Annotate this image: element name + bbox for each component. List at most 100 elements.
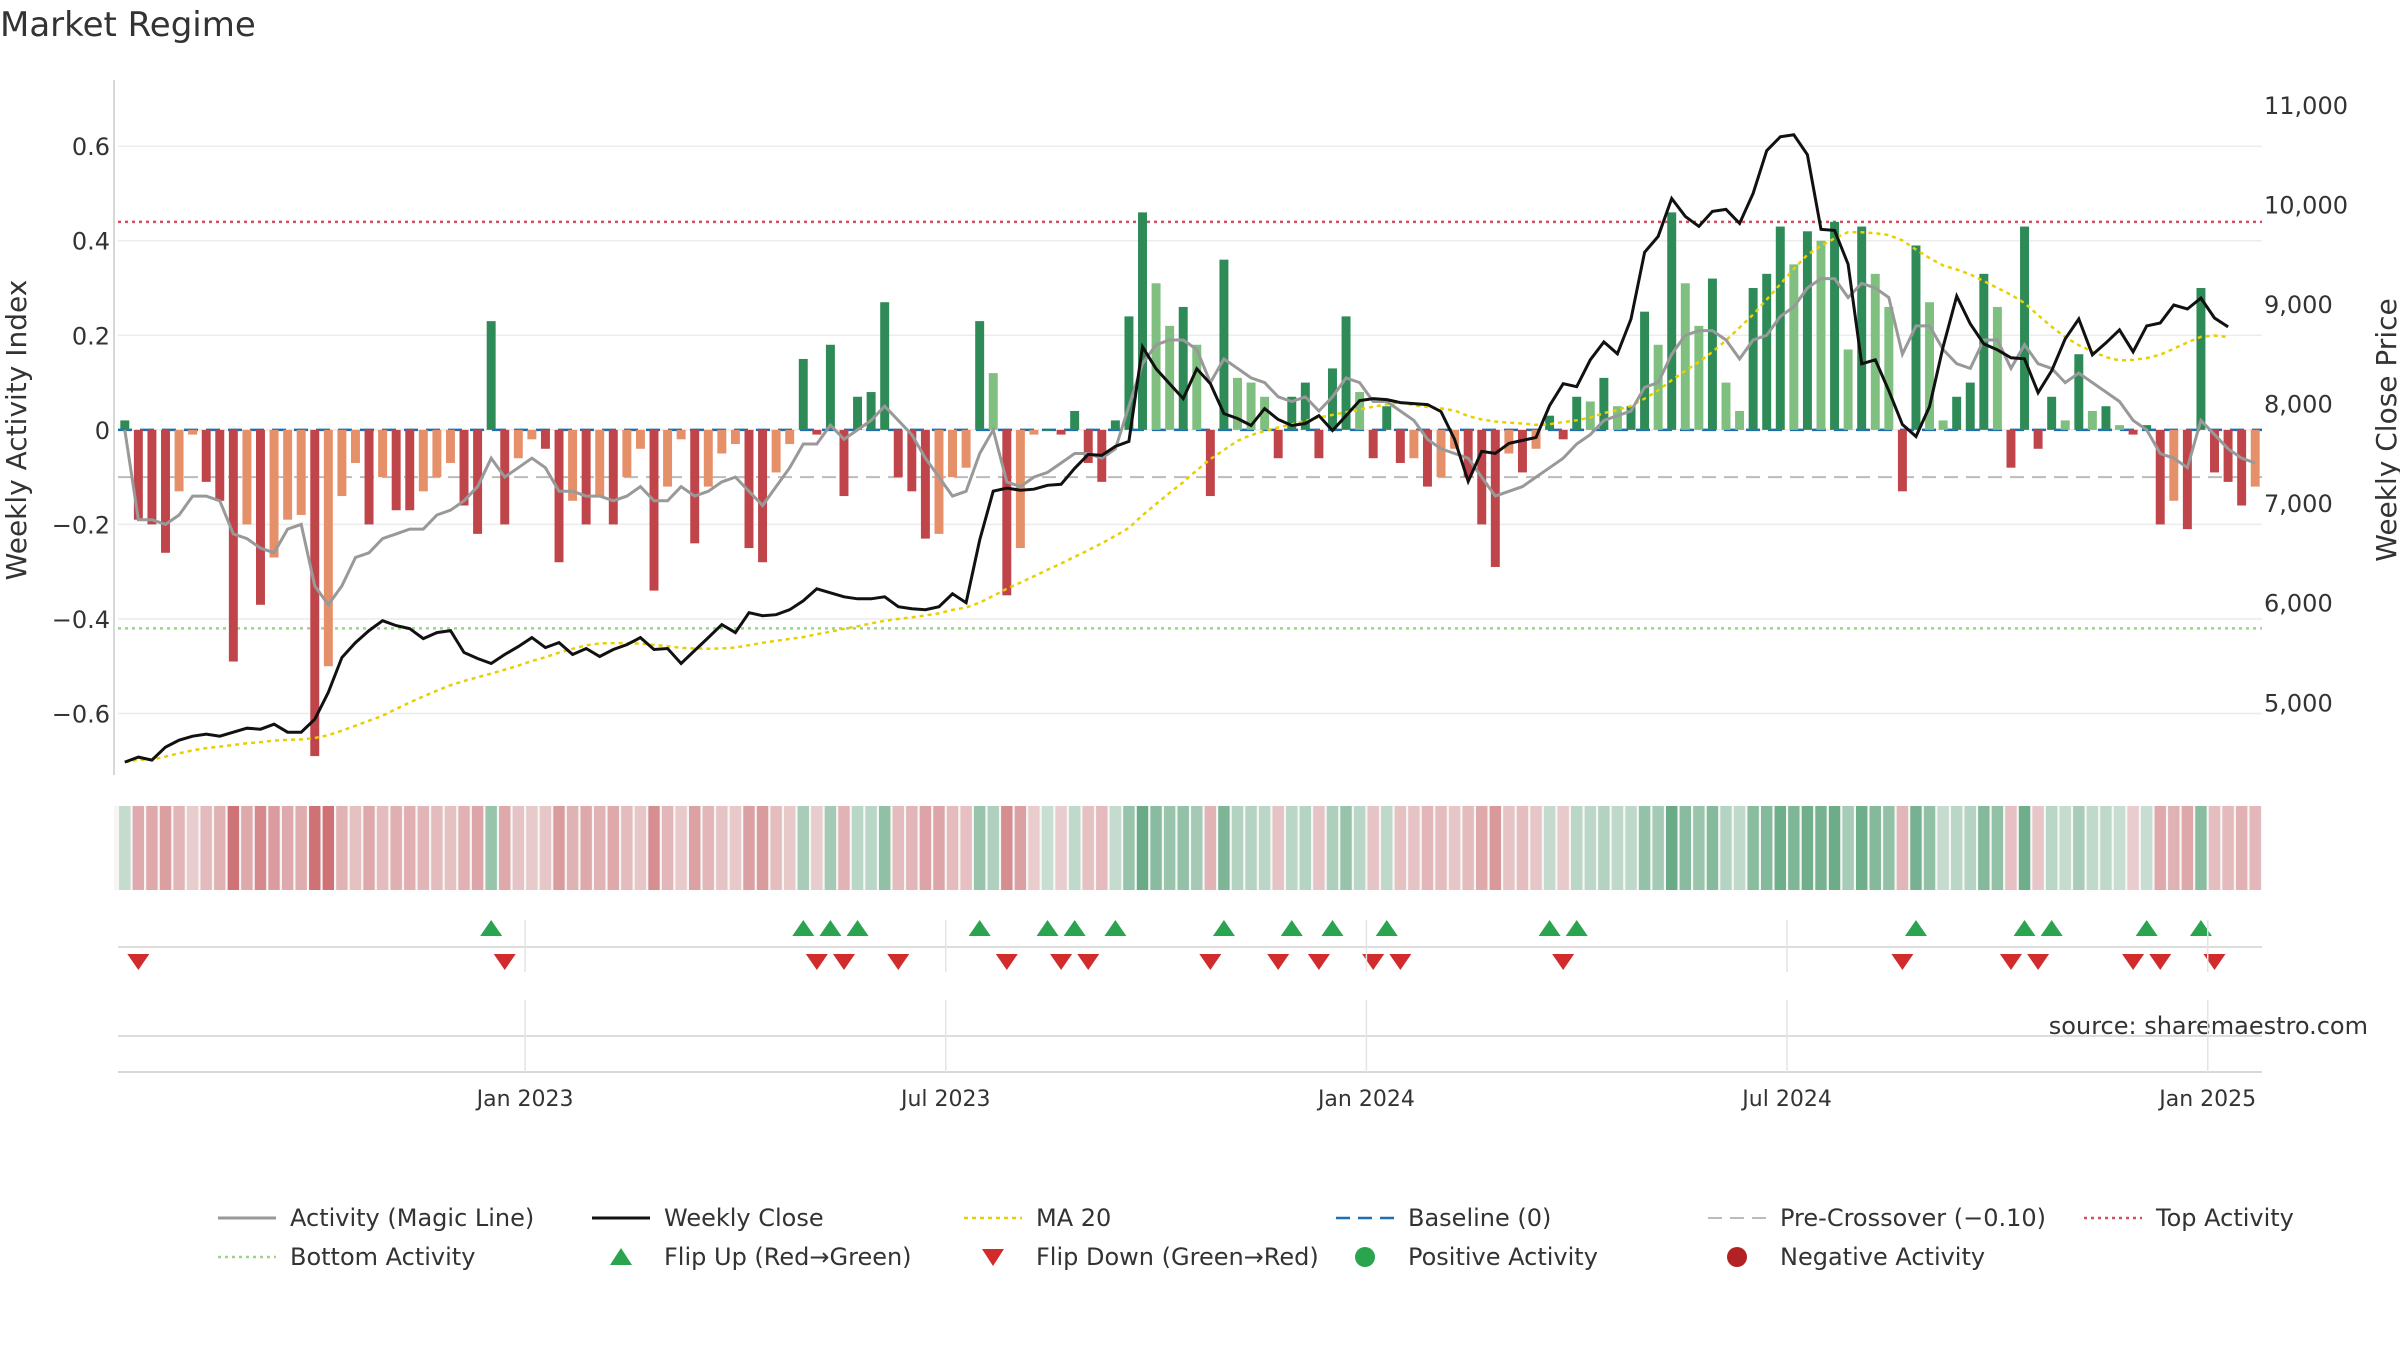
- strip-cell: [1693, 806, 1705, 890]
- strip-cell: [1720, 806, 1732, 890]
- strip-cell: [2195, 806, 2207, 890]
- strip-cell: [526, 806, 538, 890]
- flip-up-marker: [2013, 920, 2036, 936]
- activity-bar: [228, 429, 238, 662]
- strip-cell: [675, 806, 687, 890]
- activity-bar: [839, 429, 849, 497]
- activity-bar: [988, 373, 998, 430]
- activity-bar: [1952, 396, 1962, 430]
- strip-cell: [770, 806, 782, 890]
- strip-cell: [363, 806, 375, 890]
- strip-cell: [2032, 806, 2044, 890]
- strip-cell: [2127, 806, 2139, 890]
- strip-cell: [892, 806, 904, 890]
- legend-item-pre: Pre-Crossover (−0.10): [1708, 1204, 2046, 1232]
- flip-up-marker: [968, 920, 991, 936]
- activity-bar: [1490, 429, 1500, 567]
- flip-up-marker: [792, 920, 815, 936]
- flip-down-marker: [805, 954, 828, 970]
- activity-bar: [1205, 429, 1215, 497]
- strip-cell: [431, 806, 443, 890]
- activity-bar: [364, 429, 374, 525]
- strip-cell: [1584, 806, 1597, 890]
- strip-cell: [1299, 806, 1312, 890]
- strip-cell: [1421, 806, 1434, 890]
- y2-tick-label: 11,000: [2264, 92, 2348, 120]
- flip-up-marker: [1904, 920, 1927, 936]
- activity-bar: [934, 429, 944, 534]
- activity-bar: [405, 429, 415, 511]
- activity-bar: [2155, 429, 2165, 525]
- strip-cell: [2140, 806, 2153, 890]
- strip-cell: [566, 806, 579, 890]
- strip-cell: [1123, 806, 1135, 890]
- x-tick-label: Jul 2024: [1740, 1087, 1832, 1112]
- strip-cell: [960, 806, 972, 890]
- x-tick-label: Jan 2025: [2157, 1087, 2256, 1112]
- flip-down-marker: [887, 954, 910, 970]
- strip-cell: [2208, 806, 2221, 890]
- activity-bar: [513, 429, 523, 459]
- x-tick-label: Jul 2023: [899, 1087, 991, 1112]
- legend-item-bottom: Bottom Activity: [218, 1243, 475, 1271]
- activity-bar: [1870, 273, 1880, 430]
- strip-cell: [906, 806, 918, 890]
- strip-cell: [281, 806, 294, 890]
- flip-down-marker: [1362, 954, 1385, 970]
- strip-cell: [336, 806, 348, 890]
- activity-bar: [1830, 221, 1840, 430]
- strip-cell: [1068, 806, 1081, 890]
- legend: Activity (Magic Line) Weekly Close MA 20 Ba…: [218, 1204, 2294, 1271]
- strip-cell: [1815, 806, 1827, 890]
- activity-bar: [1314, 429, 1324, 459]
- activity-bar: [310, 429, 320, 757]
- x-tick-label: Jan 2024: [1316, 1087, 1415, 1112]
- x-tick-label: Jan 2023: [475, 1087, 574, 1112]
- activity-bar: [608, 429, 618, 525]
- flip-up-marker: [2040, 920, 2063, 936]
- strip-cell: [607, 806, 619, 890]
- legend-item-pos: Positive Activity: [1355, 1243, 1598, 1271]
- activity-bar: [1667, 212, 1677, 430]
- strip-cell: [159, 806, 172, 890]
- flip-up-marker: [846, 920, 869, 936]
- activity-bar: [1300, 382, 1310, 430]
- flip-up-marker: [1375, 920, 1398, 936]
- activity-bar: [2006, 429, 2016, 468]
- activity-bar: [1110, 420, 1120, 430]
- strip-cell: [1666, 806, 1678, 890]
- flip-markers: [118, 920, 2262, 970]
- strip-cell: [756, 806, 769, 890]
- strip-cell: [553, 806, 565, 890]
- strip-cell: [1937, 806, 1949, 890]
- strip-cell: [295, 806, 307, 890]
- strip-cell: [2018, 806, 2031, 890]
- strip-cell: [2059, 806, 2071, 890]
- activity-bar: [2115, 425, 2124, 430]
- strip-cell: [2249, 806, 2261, 890]
- activity-bar: [1789, 264, 1799, 430]
- flip-up-marker: [819, 920, 842, 936]
- flip-up-marker: [1063, 920, 1086, 936]
- activity-bar: [1219, 259, 1229, 430]
- activity-bar: [391, 429, 401, 511]
- activity-bar: [1368, 429, 1378, 459]
- strip-cell: [1435, 806, 1447, 890]
- strip-cell: [1950, 806, 1963, 890]
- strip-cell: [1991, 806, 2004, 890]
- legend-item-magic: Activity (Magic Line): [218, 1204, 534, 1232]
- strip-cell: [1910, 806, 1922, 890]
- strip-cell: [1896, 806, 1909, 890]
- strip-cell: [865, 806, 877, 890]
- strip-cell: [1082, 806, 1094, 890]
- axes: −0.6 −0.4 −0.2 0 0.2 0.4 0.6 5,000 6,000 7,000 8,0…: [52, 80, 2348, 775]
- activity-bar: [1517, 429, 1527, 473]
- activity-bar: [1925, 302, 1935, 430]
- flip-down-marker: [2122, 954, 2145, 970]
- activity-bar: [866, 392, 876, 430]
- strip-cell: [1530, 806, 1542, 890]
- activity-bar: [717, 429, 727, 454]
- strip-cell: [1163, 806, 1176, 890]
- strip-cell: [200, 806, 212, 890]
- activity-bar: [853, 396, 863, 430]
